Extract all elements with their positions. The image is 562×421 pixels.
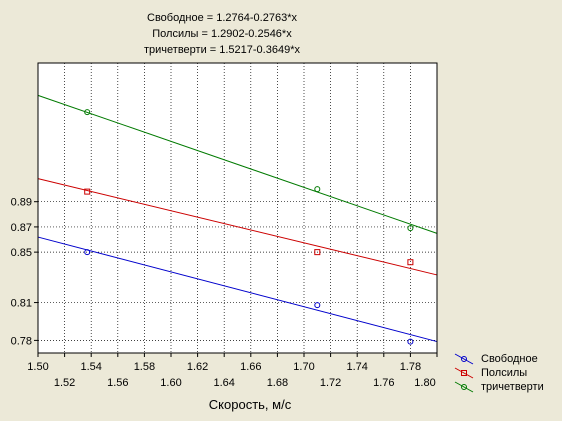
legend-marker: [461, 370, 467, 376]
legend-marker: [461, 356, 467, 362]
legend-marker: [461, 384, 467, 390]
x-tick-label: 1.78: [400, 361, 421, 373]
x-tick-label: 1.58: [134, 361, 155, 373]
y-tick-label: 0.85: [11, 247, 32, 259]
fit-line-series-1: [37, 178, 438, 276]
chart-title: Свободное = 1.2764-0.2763*x Полсилы = 1.…: [144, 12, 300, 56]
fit-line-series-0: [37, 236, 438, 343]
x-tick-label: 1.54: [80, 361, 101, 373]
data-point-series-2: [314, 186, 321, 193]
title-line-3: тричетверти = 1.5217-0.3649*x: [144, 44, 300, 56]
x-tick-label: 1.64: [213, 377, 234, 389]
data-point-series-1: [314, 249, 321, 256]
data-point-series-1: [84, 188, 91, 195]
data-point-series-0: [407, 338, 414, 345]
legend-line: [454, 367, 474, 379]
y-tick-label: 0.87: [11, 222, 32, 234]
x-tick-label: 1.50: [27, 361, 48, 373]
data-point-series-2: [84, 109, 91, 116]
x-tick-label: 1.80: [414, 377, 435, 389]
fit-line-series-2: [37, 94, 438, 234]
y-axis-ticks: 0.78 0.81 0.85 0.87 0.89: [11, 197, 38, 347]
data-point-series-0: [84, 249, 91, 256]
legend-label: тричетверти: [481, 381, 544, 393]
legend-label: Свободное: [481, 353, 538, 365]
legend-label: Полсилы: [481, 367, 527, 379]
y-tick-label: 0.78: [11, 335, 32, 347]
x-tick-label: 1.66: [240, 361, 261, 373]
x-tick-label: 1.76: [373, 377, 394, 389]
x-tick-label: 1.60: [160, 377, 181, 389]
x-axis-label: Скорость, м/с: [209, 397, 292, 412]
y-tick-label: 0.81: [11, 298, 32, 310]
x-tick-label: 1.62: [187, 361, 208, 373]
data-point-series-1: [407, 259, 414, 266]
legend: Свободное Полсилы тричетверти: [454, 353, 544, 393]
x-tick-label: 1.68: [267, 377, 288, 389]
data-points: [84, 109, 414, 345]
y-tick-label: 0.89: [11, 197, 32, 209]
x-tick-label: 1.74: [346, 361, 367, 373]
legend-line: [454, 353, 474, 365]
x-axis-ticks: 1.50 1.54 1.58 1.62 1.66 1.70 1.74 1.78 1.52 1.56…: [27, 353, 438, 389]
plot-frame: [37, 62, 438, 354]
data-point-series-2: [407, 225, 414, 232]
fit-lines: [37, 94, 438, 343]
plot-area: [38, 63, 437, 353]
title-line-2: Полсилы = 1.2902-0.2546*x: [152, 28, 292, 40]
grid-lines: [38, 63, 437, 353]
x-tick-label: 1.52: [54, 377, 75, 389]
x-tick-label: 1.70: [293, 361, 314, 373]
legend-line: [454, 381, 474, 393]
title-line-1: Свободное = 1.2764-0.2763*x: [147, 12, 297, 24]
x-tick-label: 1.56: [107, 377, 128, 389]
data-point-series-0: [314, 302, 321, 309]
x-tick-label: 1.72: [320, 377, 341, 389]
